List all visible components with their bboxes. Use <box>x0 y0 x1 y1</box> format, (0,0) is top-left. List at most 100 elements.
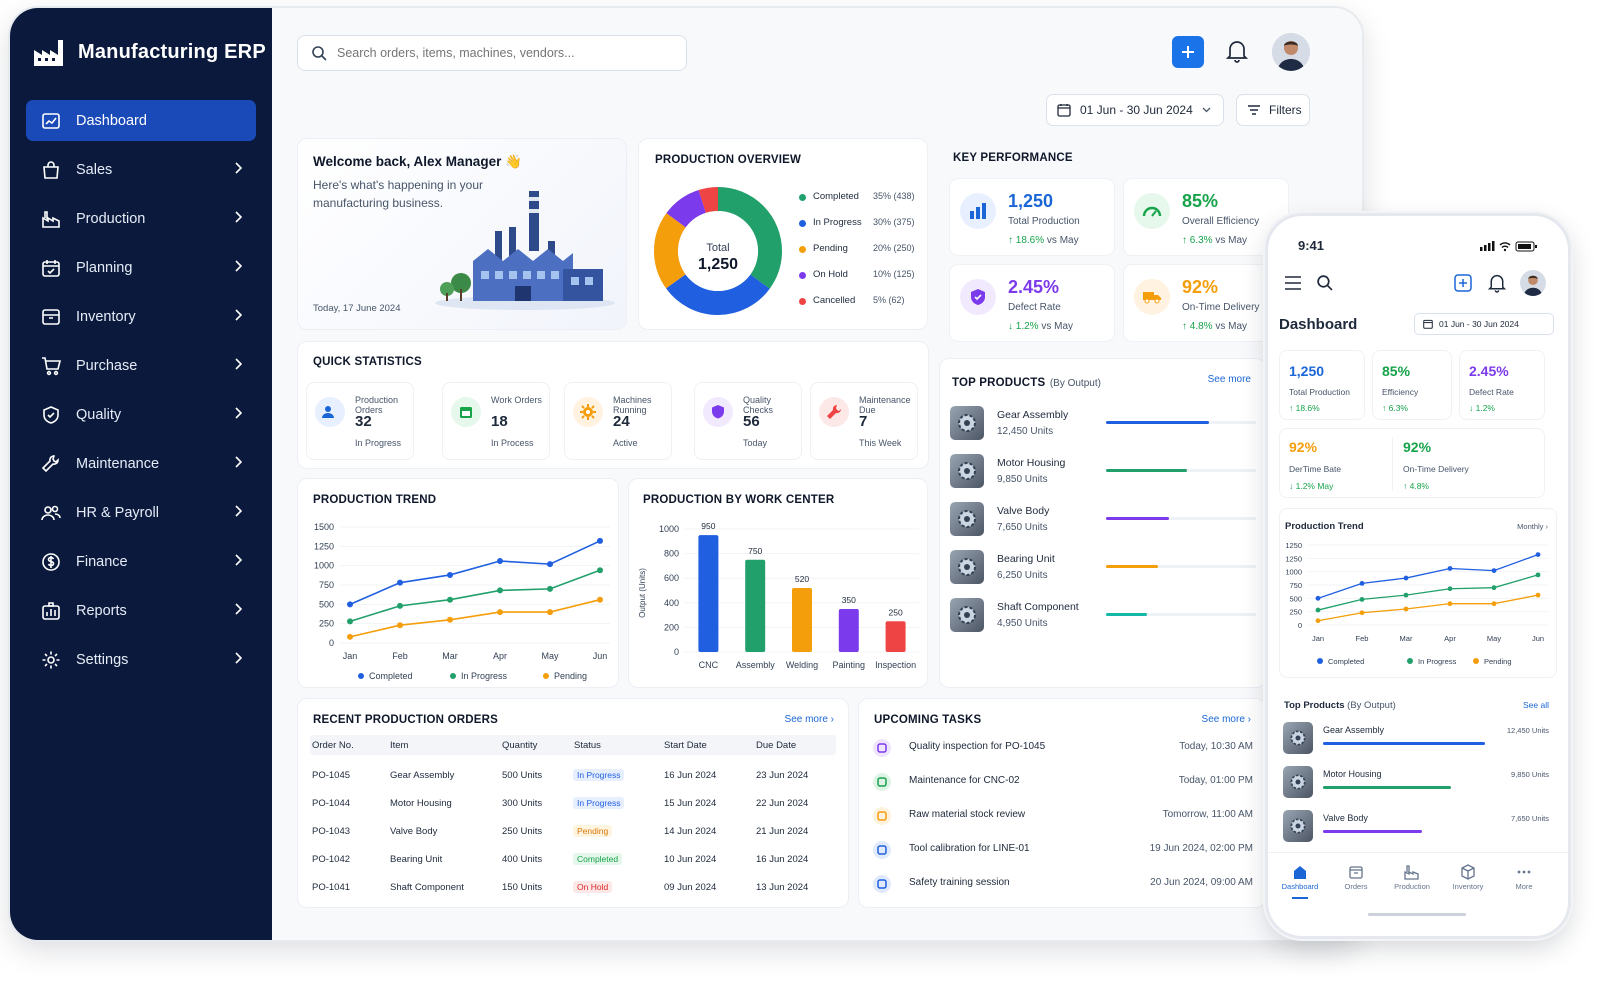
legend-label: Pending <box>554 671 587 681</box>
phone-top-product-row[interactable]: Motor Housing 9,850 Units <box>1283 766 1549 802</box>
table-row[interactable]: PO-1042 Bearing Unit 400 Units Completed 10 … <box>298 851 838 869</box>
avatar[interactable] <box>1520 270 1546 296</box>
dashboard-icon <box>40 110 62 132</box>
legend-label: Completed <box>1328 657 1364 666</box>
table-row[interactable]: PO-1041 Shaft Component 150 Units On Hold 09… <box>298 879 838 897</box>
tab-inventory[interactable]: Inventory <box>1440 864 1496 891</box>
x-tick-label: Mar <box>1400 634 1413 643</box>
task-label: Maintenance for CNC-02 <box>909 775 1020 786</box>
data-point <box>1403 606 1409 612</box>
bell-icon[interactable] <box>1488 273 1506 293</box>
data-point <box>547 585 553 592</box>
top-product-row[interactable]: Shaft Component 4,950 Units <box>950 596 1256 636</box>
data-point <box>1359 610 1365 616</box>
task-item[interactable]: Maintenance for CNC-02 Today, 01:00 PM <box>873 771 1253 793</box>
data-point <box>397 622 403 629</box>
product-units: 9,850 Units <box>997 474 1048 485</box>
tab-more[interactable]: More <box>1496 864 1552 891</box>
search-icon[interactable] <box>1316 274 1333 291</box>
table-row[interactable]: PO-1043 Valve Body 250 Units Pending 14 Jun … <box>298 823 838 841</box>
factory-icon <box>1404 865 1419 880</box>
bar-chart-icon <box>960 193 996 229</box>
product-bar <box>1106 469 1188 472</box>
sidebar-item-reports[interactable]: Reports <box>26 590 256 631</box>
sidebar-item-inventory[interactable]: Inventory <box>26 296 256 337</box>
stat-work-orders[interactable]: Work Orders 18 In Process <box>442 382 550 460</box>
tab-dashboard[interactable]: Dashboard <box>1272 864 1328 899</box>
key-performance-title: KEY PERFORMANCE <box>953 152 1073 164</box>
y-tick-label: 0 <box>1298 621 1302 630</box>
data-point <box>1535 592 1541 598</box>
kpi-delta-suffix: vs May <box>1046 235 1079 246</box>
top-product-row[interactable]: Valve Body 7,650 Units <box>950 500 1256 540</box>
kpi-label: Defect Rate <box>1469 387 1514 397</box>
sidebar-item-planning[interactable]: Planning <box>26 247 256 288</box>
top-products-see-more[interactable]: See more <box>1207 374 1251 385</box>
tab-production[interactable]: Production <box>1384 864 1440 891</box>
sidebar-item-purchase[interactable]: Purchase <box>26 345 256 386</box>
kpi-label: Total Production <box>1008 216 1080 227</box>
sidebar-item-hr-payroll[interactable]: HR & Payroll <box>26 492 256 533</box>
stat-quality-checks[interactable]: Quality Checks 56 Today <box>694 382 802 460</box>
top-product-row[interactable]: Gear Assembly 12,450 Units <box>950 404 1256 444</box>
filter-icon <box>1248 105 1260 115</box>
wrench-icon <box>40 453 62 475</box>
upcoming-tasks-see-more[interactable]: See more › <box>1201 714 1251 725</box>
task-item[interactable]: Raw material stock review Tomorrow, 11:00… <box>873 805 1253 827</box>
search-input[interactable] <box>337 46 667 60</box>
table-row[interactable]: PO-1044 Motor Housing 300 Units In Progress… <box>298 795 838 813</box>
stat-maintenance-due[interactable]: Maintenance Due 7 This Week <box>810 382 918 460</box>
sidebar: Manufacturing ERP Dashboard Sales Produc… <box>10 8 272 940</box>
phone-top-product-row[interactable]: Gear Assembly 12,450 Units <box>1283 722 1549 758</box>
add-button[interactable] <box>1172 36 1204 68</box>
recent-orders-see-more[interactable]: See more › <box>784 714 834 725</box>
tab-label: Dashboard <box>1281 882 1319 891</box>
task-item[interactable]: Safety training session 20 Jun 2024, 09:0… <box>873 873 1253 895</box>
phone-top-product-row[interactable]: Valve Body 7,650 Units <box>1283 810 1549 846</box>
status-bar-icons <box>1480 241 1537 252</box>
sidebar-item-quality[interactable]: Quality <box>26 394 256 435</box>
task-item[interactable]: Tool calibration for LINE-01 19 Jun 2024,… <box>873 839 1253 861</box>
data-point <box>497 558 503 565</box>
product-bar <box>1323 786 1451 789</box>
stat-machines-running[interactable]: Machines Running 24 Active <box>564 382 672 460</box>
phone-see-all[interactable]: See all <box>1523 700 1549 710</box>
phone-kpi-defect-rate: 2.45% Defect Rate ↓ 1.2% <box>1459 350 1545 420</box>
menu-icon[interactable] <box>1284 276 1302 290</box>
sidebar-item-maintenance[interactable]: Maintenance <box>26 443 256 484</box>
kpi-delta: ↑ 6.3% <box>1182 235 1213 246</box>
sidebar-item-production[interactable]: Production <box>26 198 256 239</box>
phone-trend-period[interactable]: Monthly › <box>1517 522 1548 531</box>
date-range-picker[interactable]: 01 Jun - 30 Jun 2024 <box>1046 94 1224 126</box>
y-tick-label: 500 <box>319 599 334 609</box>
filters-button[interactable]: Filters <box>1236 94 1310 126</box>
y-tick-label: 1000 <box>314 561 334 571</box>
shield-icon <box>703 397 733 427</box>
sidebar-item-settings[interactable]: Settings <box>26 639 256 680</box>
phone-top-products-card: Top Products (By Output) See all Gear As… <box>1279 688 1557 854</box>
data-point <box>547 609 553 616</box>
avatar[interactable] <box>1272 33 1310 71</box>
top-product-row[interactable]: Motor Housing 9,850 Units <box>950 452 1256 492</box>
table-row[interactable]: PO-1045 Gear Assembly 500 Units In Progress… <box>298 767 838 785</box>
series-line-pending <box>349 598 601 638</box>
sidebar-item-sales[interactable]: Sales <box>26 149 256 190</box>
phone-trend-card: Production Trend Monthly › 0 250 500 750 100… <box>1279 508 1557 678</box>
sidebar-item-finance[interactable]: Finance <box>26 541 256 582</box>
top-product-row[interactable]: Bearing Unit 6,250 Units <box>950 548 1256 588</box>
y-tick-label: 1000 <box>1285 568 1302 577</box>
tab-orders[interactable]: Orders <box>1328 864 1384 891</box>
x-tick-label: Apr <box>1444 634 1456 643</box>
task-time: 20 Jun 2024, 09:00 AM <box>1150 877 1253 888</box>
notifications-button[interactable] <box>1225 39 1249 68</box>
task-icon <box>873 739 891 757</box>
sidebar-item-label: Settings <box>76 651 129 668</box>
phone-date-picker[interactable]: 01 Jun - 30 Jun 2024 <box>1414 313 1554 335</box>
sidebar-item-dashboard[interactable]: Dashboard <box>26 100 256 141</box>
add-icon[interactable] <box>1454 274 1472 292</box>
stat-production-orders[interactable]: Production Orders 32 In Progress <box>306 382 414 460</box>
task-item[interactable]: Quality inspection for PO-1045 Today, 10:… <box>873 737 1253 759</box>
search-bar[interactable] <box>297 35 687 71</box>
x-tick-label: Apr <box>493 651 507 661</box>
product-bar-track <box>1106 517 1256 520</box>
